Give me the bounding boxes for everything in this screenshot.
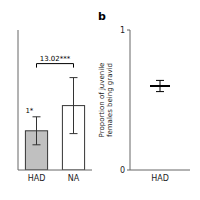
error-bar <box>33 117 41 145</box>
x-tick-label: HAD <box>28 174 46 183</box>
y-axis-line <box>130 30 131 170</box>
bracket-line <box>37 64 74 68</box>
plot-area-b <box>150 80 170 91</box>
annotation: 1* <box>25 107 33 115</box>
error-stem <box>73 78 74 134</box>
x-tick-label: HAD <box>151 174 169 183</box>
error-cap <box>156 80 164 81</box>
y-axis-label-line: females being gravid <box>106 63 114 137</box>
error-stem <box>36 117 37 145</box>
y-tick <box>127 30 130 31</box>
plot-area-a <box>25 78 84 170</box>
y-axis-label: Proportion of juvenilefemales being grav… <box>98 63 114 138</box>
y-tick-label: 0 <box>120 166 125 175</box>
significance-bracket <box>37 64 74 68</box>
chart-container: HAD NA 13.02*** 1* 0 1 HAD Proportion of juveni… <box>0 0 200 200</box>
error-bar <box>70 78 78 134</box>
error-cap <box>33 144 41 145</box>
error-cap <box>70 133 78 134</box>
x-axis-line <box>18 170 92 171</box>
x-axis-line <box>130 170 190 171</box>
mean-marker <box>150 85 170 87</box>
y-tick <box>127 170 130 171</box>
x-tick-label: NA <box>68 174 80 183</box>
panel-title: b <box>98 10 106 23</box>
annotation: 13.02*** <box>40 55 71 63</box>
error-cap <box>70 77 78 78</box>
y-axis-line <box>18 30 19 170</box>
error-cap <box>33 116 41 117</box>
error-cap <box>156 91 164 92</box>
y-axis-label-line: Proportion of juvenile <box>98 63 106 138</box>
chart-svg: HAD NA 13.02*** 1* 0 1 HAD Proportion of juveni… <box>0 0 200 200</box>
y-tick-label: 1 <box>120 26 125 35</box>
